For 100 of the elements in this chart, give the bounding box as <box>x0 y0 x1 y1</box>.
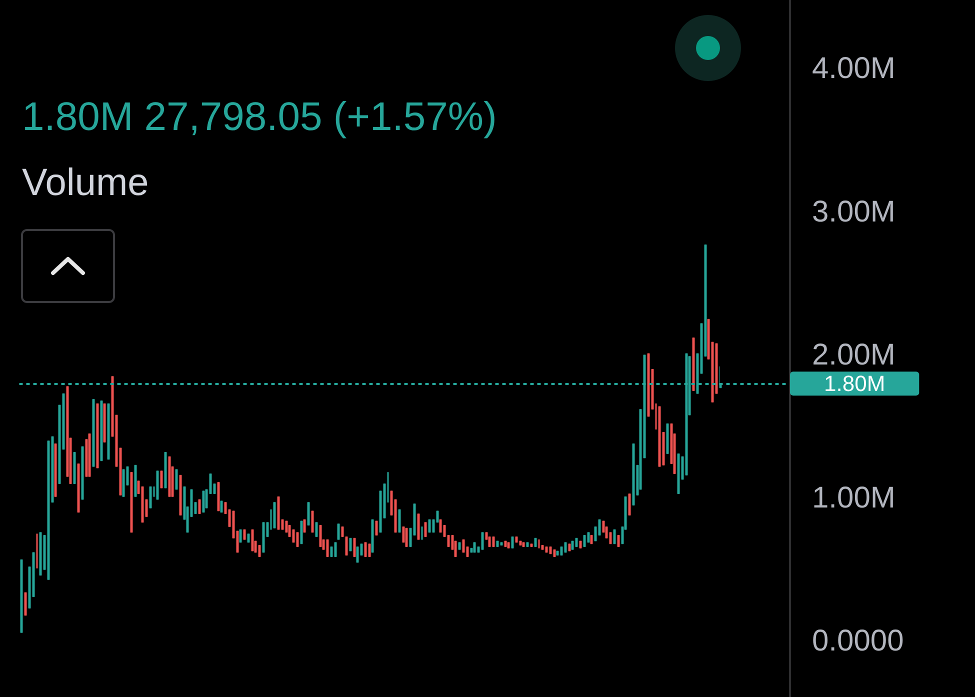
candlestick <box>262 522 265 553</box>
candlestick <box>103 403 106 442</box>
y-tick-label: 2.00M <box>812 338 896 372</box>
candlestick <box>334 542 337 557</box>
candlestick <box>326 539 329 557</box>
candlestick <box>81 446 84 500</box>
candlestick <box>239 529 242 543</box>
candlestick <box>300 520 303 544</box>
y-tick-label: 0.0000 <box>812 624 904 658</box>
candlestick <box>504 540 507 547</box>
candlestick <box>273 502 276 528</box>
candlestick <box>368 544 371 557</box>
candlestick <box>417 514 420 540</box>
ref-line-label: 1.80M <box>824 371 886 396</box>
candlestick <box>371 519 374 553</box>
candlestick <box>658 406 661 467</box>
candlestick <box>571 540 574 550</box>
candlestick <box>164 452 167 488</box>
candlestick <box>553 549 556 557</box>
candlestick <box>100 400 103 462</box>
candlestick <box>666 423 669 454</box>
candlestick <box>77 463 80 513</box>
candlestick <box>122 469 125 497</box>
candlestick <box>564 542 567 553</box>
annotation: Volume <box>22 162 149 204</box>
candlestick <box>647 353 650 417</box>
candlestick <box>251 529 254 552</box>
candlestick <box>337 524 340 540</box>
candlestick <box>303 519 306 533</box>
candlestick <box>534 538 537 547</box>
candlestick <box>292 529 295 543</box>
candlestick <box>356 546 359 563</box>
candlestick <box>632 443 635 506</box>
candlestick <box>243 529 246 540</box>
candlestick <box>473 542 476 553</box>
candlestick <box>692 338 695 391</box>
candlestick <box>405 528 408 547</box>
candlestick <box>428 519 431 533</box>
candlestick <box>134 464 137 497</box>
candlestick <box>402 526 405 543</box>
candlestick <box>73 452 76 484</box>
candlestick <box>628 494 631 516</box>
candlestick <box>556 550 559 556</box>
candlestick <box>179 474 182 516</box>
candlestick <box>462 539 465 553</box>
candlestick <box>526 542 529 547</box>
candlestick <box>549 546 552 554</box>
candlestick <box>522 542 525 547</box>
candlestick <box>353 538 356 557</box>
candlestick <box>375 520 378 536</box>
candlestick <box>458 542 461 550</box>
y-tick-label: 4.00M <box>812 52 896 86</box>
candlestick <box>96 403 99 468</box>
candlestick <box>519 540 522 546</box>
candlestick <box>247 534 250 543</box>
candlestick <box>560 546 563 556</box>
candlestick <box>296 532 299 547</box>
candlestick <box>277 496 280 530</box>
candlestick <box>530 544 533 547</box>
candlestick <box>285 520 288 533</box>
candlestick <box>677 453 680 494</box>
candlestick <box>364 542 367 557</box>
candlestick <box>156 470 159 500</box>
candlestick <box>515 536 518 543</box>
candlestick <box>613 529 616 544</box>
text: 1.80M 27,798.05 (+1.57%) <box>22 95 497 139</box>
candlestick <box>511 536 514 548</box>
candlestick <box>220 500 223 513</box>
y-tick-label: 3.00M <box>812 195 896 228</box>
candlestick <box>36 534 38 568</box>
candlestick <box>54 443 57 497</box>
candlestick <box>149 486 152 508</box>
candlestick <box>575 538 578 547</box>
candlestick <box>20 559 23 633</box>
candlestick <box>92 399 95 467</box>
y-tick-label: 1.00M <box>812 482 896 515</box>
candlestick <box>24 592 27 616</box>
candlestick <box>568 544 571 552</box>
candlestick <box>500 542 503 546</box>
candlestick <box>88 433 91 477</box>
candlestick <box>330 546 333 557</box>
candlestick <box>496 540 499 547</box>
candlestick <box>39 532 42 576</box>
candlestick <box>421 526 423 540</box>
candlestick <box>488 536 491 547</box>
candlestick <box>439 519 442 533</box>
candlestick <box>315 522 318 537</box>
candlestick <box>319 525 322 547</box>
candlestick <box>538 539 540 548</box>
candlestick <box>481 532 484 550</box>
candlestick <box>202 490 205 513</box>
candlestick <box>545 546 548 553</box>
candlestick <box>160 470 163 488</box>
candlestick <box>579 540 582 548</box>
candlestick <box>590 535 593 544</box>
candlestick <box>198 499 201 514</box>
candlestick <box>507 542 510 548</box>
candlestick <box>307 502 310 526</box>
candlestick <box>107 403 110 460</box>
candlestick <box>311 510 314 533</box>
